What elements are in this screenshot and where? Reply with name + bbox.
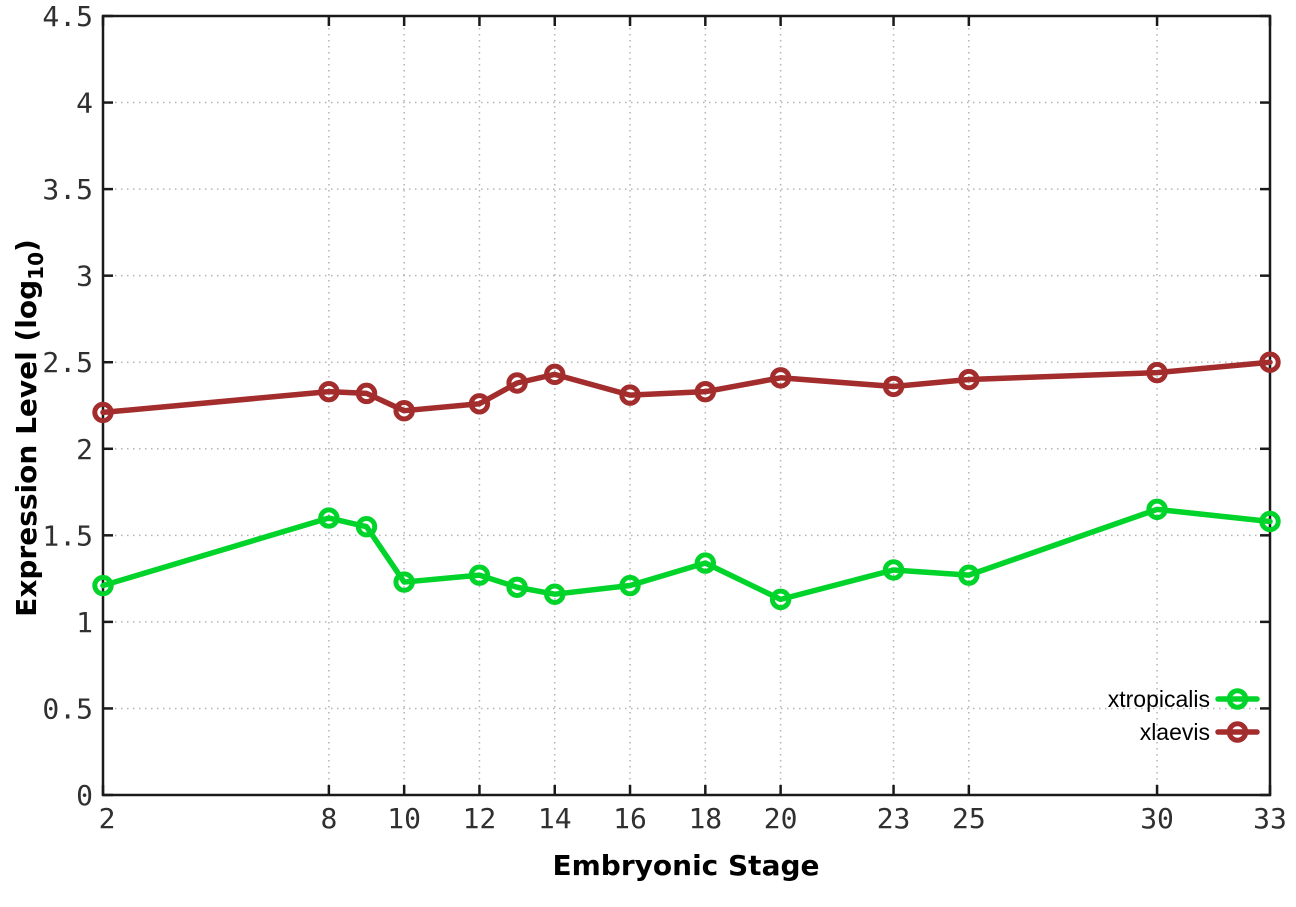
series-xlaevis bbox=[92, 351, 1281, 424]
y-tick-label: 2.5 bbox=[42, 346, 93, 379]
x-tick-label: 25 bbox=[952, 802, 986, 835]
y-tick-label: 1.5 bbox=[42, 519, 93, 552]
x-tick-label: 16 bbox=[613, 802, 647, 835]
legend-sample-marker bbox=[1226, 721, 1249, 743]
y-axis-title: Expression Level (log10) bbox=[10, 239, 48, 617]
y-tick-label: 3.5 bbox=[42, 173, 93, 206]
y-tick-label: 0 bbox=[76, 779, 93, 812]
y-tick-label: 1 bbox=[76, 606, 93, 639]
plot-border bbox=[101, 14, 1272, 797]
data-series bbox=[92, 351, 1281, 611]
data-point-marker-xtropicalis bbox=[694, 552, 717, 574]
data-point-marker-xlaevis bbox=[92, 401, 114, 424]
data-point-marker-xlaevis bbox=[318, 380, 340, 403]
data-point-marker-xlaevis bbox=[544, 363, 566, 386]
tick-labels: 0 0.5 1 1.5 2 2.5 3 3.5 4 4.5 2 8 10 12 14 16 18 20 23 25 30… bbox=[42, 0, 1286, 835]
data-point-marker-xlaevis bbox=[355, 382, 378, 405]
y-axis-title-main: Expression Level (log bbox=[10, 280, 43, 617]
data-point-marker-xlaevis bbox=[882, 375, 905, 398]
data-point-marker-xtropicalis bbox=[393, 571, 415, 593]
x-tick-label: 10 bbox=[387, 802, 421, 835]
data-point-marker-xtropicalis bbox=[355, 515, 378, 538]
data-point-marker-xtropicalis bbox=[468, 564, 491, 586]
legend-marker-xlaevis-icon bbox=[1215, 721, 1260, 743]
x-tick-label: 12 bbox=[463, 802, 497, 835]
series-line-xlaevis bbox=[100, 359, 1273, 416]
x-tick-label: 18 bbox=[688, 802, 722, 835]
data-point-marker-xtropicalis bbox=[958, 564, 980, 586]
y-tick-label: 4 bbox=[76, 87, 93, 120]
data-point-marker-xlaevis bbox=[619, 384, 641, 406]
legend-label-xlaevis: xlaevis bbox=[1140, 719, 1210, 745]
y-tick-label: 3 bbox=[76, 260, 93, 293]
data-point-marker-xlaevis bbox=[769, 367, 792, 389]
plot-border-rect bbox=[101, 14, 1272, 797]
data-point-marker-xlaevis bbox=[468, 393, 491, 415]
legend-sample-marker bbox=[1226, 688, 1249, 710]
data-point-marker-xtropicalis bbox=[619, 574, 641, 597]
data-point-marker-xlaevis bbox=[506, 372, 528, 394]
data-point-marker-xlaevis bbox=[694, 380, 717, 403]
axis-tick-marks bbox=[101, 14, 1272, 797]
data-point-marker-xtropicalis bbox=[92, 574, 114, 597]
data-point-marker-xlaevis bbox=[1259, 351, 1281, 373]
legend-marker-xtropicalis-icon bbox=[1215, 688, 1260, 710]
y-tick-label: 0.5 bbox=[42, 692, 93, 725]
x-tick-label: 2 bbox=[99, 802, 116, 835]
data-point-marker-xlaevis bbox=[393, 399, 415, 422]
y-axis-title-subscript: 10 bbox=[24, 252, 48, 280]
data-point-marker-xtropicalis bbox=[1146, 498, 1168, 521]
series-line-xtropicalis bbox=[100, 506, 1273, 603]
data-point-marker-xtropicalis bbox=[769, 588, 792, 611]
x-tick-label: 20 bbox=[764, 802, 798, 835]
legend-label-xtropicalis: xtropicalis bbox=[1108, 686, 1210, 712]
series-xtropicalis bbox=[92, 498, 1281, 611]
data-point-marker-xtropicalis bbox=[318, 507, 340, 529]
data-point-marker-xlaevis bbox=[1146, 361, 1168, 384]
data-point-marker-xtropicalis bbox=[544, 583, 566, 605]
data-point-marker-xlaevis bbox=[958, 368, 980, 391]
x-axis-title: Embryonic Stage bbox=[553, 849, 820, 882]
x-tick-label: 30 bbox=[1140, 802, 1174, 835]
x-tick-label: 33 bbox=[1253, 802, 1287, 835]
grid-lines bbox=[103, 16, 1270, 795]
x-tick-label: 23 bbox=[877, 802, 911, 835]
legend-marker-samples bbox=[1215, 688, 1260, 743]
y-tick-label: 4.5 bbox=[42, 0, 93, 33]
legend: xtropicalis xlaevis bbox=[1108, 686, 1260, 745]
x-tick-label: 8 bbox=[320, 802, 337, 835]
data-point-marker-xtropicalis bbox=[506, 576, 528, 598]
data-point-marker-xtropicalis bbox=[1259, 510, 1281, 533]
x-tick-label: 14 bbox=[538, 802, 572, 835]
y-axis-title-close: ) bbox=[10, 239, 43, 252]
data-point-marker-xtropicalis bbox=[882, 559, 905, 581]
y-tick-label: 2 bbox=[76, 433, 93, 466]
